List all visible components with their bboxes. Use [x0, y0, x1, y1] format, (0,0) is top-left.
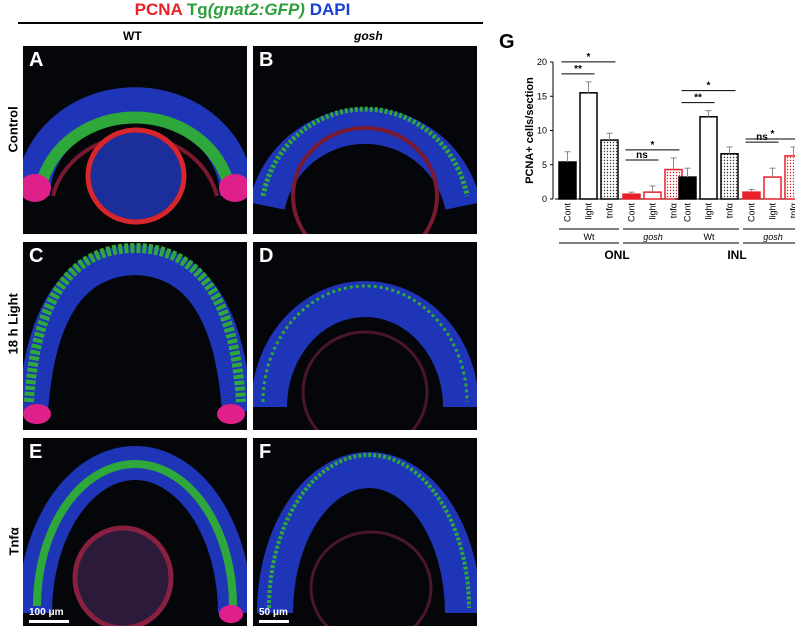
- tg-label: Tg: [186, 0, 208, 19]
- column-label-gosh: gosh: [354, 29, 383, 43]
- micrograph-panel-e: E 100 μm: [23, 438, 247, 626]
- chart-significance-label: *: [651, 140, 655, 151]
- chart-x-tick-label: Cont: [627, 203, 637, 223]
- chart-y-axis-label: PCNA+ cells/section: [524, 77, 536, 184]
- row-label-tnf: Tnfα: [6, 527, 22, 556]
- chart-significance-label: *: [587, 52, 591, 63]
- header-rule: [18, 22, 483, 24]
- chart-y-tick-label: 0: [542, 194, 547, 204]
- chart-group-label: ONL: [604, 248, 629, 262]
- scale-label-wt: 100 μm: [29, 607, 64, 618]
- chart-bar: [763, 176, 782, 200]
- chart-x-tick-label: Cont: [747, 203, 757, 223]
- chart-y-tick-label: 15: [537, 91, 547, 101]
- chart-x-tick-label: tnfα: [605, 203, 615, 218]
- figure-header: PCNA Tg(gnat2:GFP) DAPI: [0, 0, 485, 20]
- chart-x-tick-label: Cont: [683, 203, 693, 223]
- chart-y-tick-label: 20: [537, 57, 547, 67]
- chart-x-tick-label: tnfα: [789, 203, 796, 218]
- chart-x-tick-label: tnfα: [725, 203, 735, 218]
- micrograph-panel-f: F 50 μm: [253, 438, 477, 626]
- chart-x-tick-label: Cont: [563, 203, 573, 223]
- chart-x-tick-label: light: [648, 203, 658, 220]
- chart-significance-label: ns: [756, 132, 768, 143]
- dapi-label: DAPI: [309, 0, 351, 19]
- bar-chart-g: G PCNA+ cells/section 0 5 10 15 20 Cont light tnf…: [499, 31, 796, 262]
- chart-bar: [600, 139, 619, 200]
- row-label-control: Control: [5, 106, 21, 153]
- chart-genotype-label: gosh: [763, 232, 783, 242]
- micrograph-panel-d: D: [253, 242, 477, 430]
- chart-x-tick-label: light: [704, 203, 714, 220]
- chart-genotype-label: Wt: [704, 232, 715, 242]
- chart-genotype-label: Wt: [584, 232, 595, 242]
- chart-x-tick-label: light: [584, 203, 594, 220]
- micrograph-panel-b: B: [253, 46, 477, 234]
- chart-panel-letter: G: [499, 31, 515, 53]
- panel-letter-f: F: [259, 441, 272, 463]
- chart-bar: [742, 191, 761, 200]
- chart-significance-label: *: [771, 129, 775, 140]
- scale-label-gosh: 50 μm: [259, 607, 288, 618]
- chart-group-label: INL: [727, 248, 746, 262]
- column-label-wt: WT: [123, 29, 142, 43]
- chart-bar: [622, 193, 641, 200]
- micrograph-panel-c: C: [23, 242, 247, 430]
- chart-genotype-label: gosh: [643, 232, 663, 242]
- chart-bar: [579, 92, 598, 200]
- chart-x-tick-label: tnfα: [669, 203, 679, 218]
- chart-significance-label: **: [574, 64, 582, 75]
- chart-bar: [720, 153, 739, 200]
- chart-y-tick-label: 10: [537, 126, 547, 136]
- panel-letter-e: E: [29, 441, 43, 463]
- chart-y-tick-label: 5: [542, 160, 547, 170]
- pcna-label: PCNA: [134, 0, 183, 19]
- gene-label: (gnat2:GFP): [207, 0, 305, 19]
- chart-bar: [678, 176, 697, 200]
- scale-bar-gosh: [259, 620, 289, 623]
- chart-significance-label: ns: [636, 150, 648, 161]
- chart-bar: [699, 116, 718, 200]
- panel-letter-c: C: [29, 245, 44, 267]
- chart-bar: [558, 161, 577, 200]
- micrograph-panel-a: A: [23, 46, 247, 234]
- panel-letter-d: D: [259, 245, 274, 267]
- chart-x-tick-label: light: [768, 203, 778, 220]
- panel-letter-a: A: [29, 49, 44, 71]
- chart-significance-label: *: [707, 81, 711, 92]
- chart-bar: [784, 155, 795, 200]
- scale-bar-wt: [29, 620, 69, 623]
- chart-significance-label: **: [694, 93, 702, 104]
- row-label-light: 18 h Light: [5, 293, 21, 355]
- panel-letter-b: B: [259, 49, 274, 71]
- chart-bar: [643, 191, 662, 200]
